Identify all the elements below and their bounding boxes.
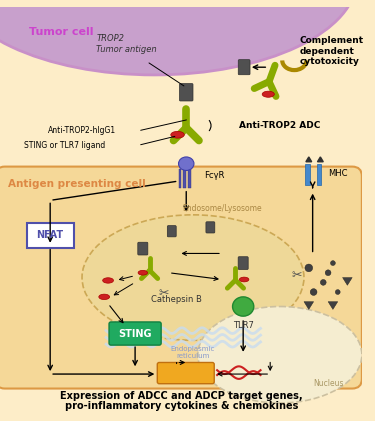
- Bar: [178, 168, 182, 188]
- Text: Endoplasmic
reticulum: Endoplasmic reticulum: [171, 346, 215, 360]
- Bar: [188, 168, 191, 188]
- Ellipse shape: [99, 294, 109, 300]
- FancyBboxPatch shape: [138, 242, 148, 255]
- Ellipse shape: [239, 277, 249, 282]
- Circle shape: [305, 264, 313, 272]
- Text: ✂: ✂: [159, 287, 169, 299]
- Circle shape: [335, 290, 340, 294]
- Ellipse shape: [178, 157, 194, 171]
- Text: ✂: ✂: [292, 269, 303, 282]
- FancyBboxPatch shape: [206, 222, 215, 233]
- FancyBboxPatch shape: [180, 84, 193, 101]
- Text: Cathepsin B: Cathepsin B: [151, 295, 202, 304]
- Polygon shape: [343, 277, 352, 285]
- Text: TLR7: TLR7: [233, 321, 254, 330]
- FancyBboxPatch shape: [109, 322, 161, 345]
- Ellipse shape: [232, 297, 254, 316]
- FancyBboxPatch shape: [238, 257, 248, 269]
- Text: FcγR: FcγR: [205, 171, 225, 180]
- Ellipse shape: [138, 270, 147, 275]
- Polygon shape: [328, 302, 338, 309]
- Ellipse shape: [198, 306, 362, 403]
- Ellipse shape: [262, 91, 274, 97]
- Text: Expression of ADCC and ADCP target genes,: Expression of ADCC and ADCP target genes…: [60, 392, 303, 402]
- Ellipse shape: [82, 215, 304, 340]
- Text: MHC: MHC: [328, 169, 348, 178]
- Text: STING or TLR7 ligand: STING or TLR7 ligand: [24, 141, 105, 150]
- FancyBboxPatch shape: [157, 362, 214, 384]
- FancyBboxPatch shape: [27, 223, 74, 248]
- Ellipse shape: [103, 278, 114, 283]
- FancyBboxPatch shape: [238, 60, 250, 75]
- Ellipse shape: [171, 131, 184, 138]
- Circle shape: [330, 261, 335, 266]
- Text: Complement
dependent
cytotoxicity: Complement dependent cytotoxicity: [299, 36, 363, 66]
- Text: STING: STING: [118, 328, 152, 338]
- Text: Antigen presenting cell: Antigen presenting cell: [8, 179, 146, 189]
- Circle shape: [320, 280, 326, 285]
- Text: TROP2
Tumor antigen: TROP2 Tumor antigen: [96, 35, 157, 54]
- Text: Tumor cell: Tumor cell: [29, 27, 93, 37]
- Circle shape: [310, 289, 317, 296]
- Polygon shape: [304, 302, 313, 309]
- Text: pro-inflammatory cytokines & chemokines: pro-inflammatory cytokines & chemokines: [65, 401, 298, 411]
- FancyBboxPatch shape: [0, 167, 362, 389]
- Polygon shape: [318, 157, 323, 162]
- Bar: [316, 164, 321, 185]
- Bar: [305, 164, 310, 185]
- Text: Endosome/Lysosome: Endosome/Lysosome: [182, 204, 262, 213]
- Text: NFAT: NFAT: [37, 230, 64, 240]
- Text: Nucleus: Nucleus: [313, 379, 344, 388]
- Text: Anti-TROP2 ADC: Anti-TROP2 ADC: [239, 120, 321, 130]
- Bar: [183, 168, 186, 188]
- FancyBboxPatch shape: [167, 226, 176, 237]
- Circle shape: [325, 270, 331, 276]
- Polygon shape: [306, 157, 312, 162]
- Text: Anti-TROP2-hIgG1: Anti-TROP2-hIgG1: [48, 126, 116, 136]
- Ellipse shape: [0, 0, 357, 75]
